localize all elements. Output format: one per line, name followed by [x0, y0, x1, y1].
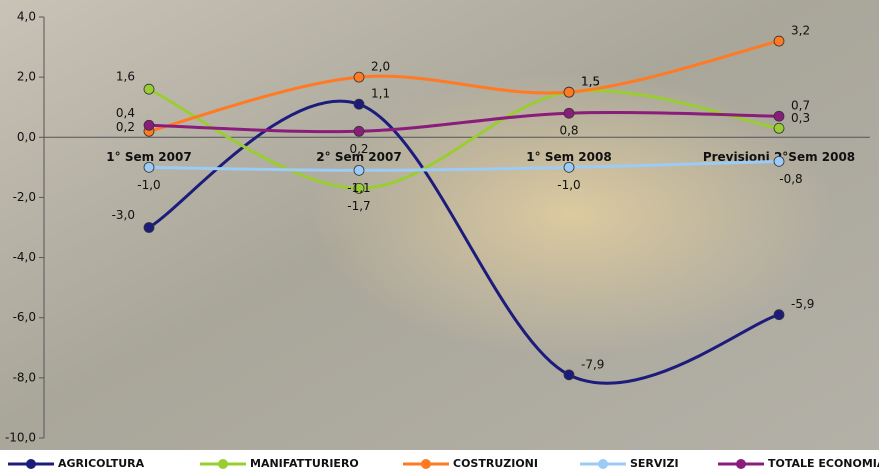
value-label: 1,5 — [581, 75, 600, 89]
marker — [143, 161, 155, 173]
marker — [353, 183, 365, 194]
marker — [143, 83, 155, 95]
value-label: 0,8 — [559, 124, 578, 138]
legend-label: COSTRUZIONI — [453, 457, 538, 470]
marker — [773, 35, 785, 47]
legend-label: MANIFATTURIERO — [250, 457, 359, 470]
legend-marker — [26, 459, 36, 469]
value-label: 0,2 — [349, 142, 368, 156]
value-label: -5,9 — [791, 297, 814, 311]
series-line — [148, 111, 780, 134]
value-label: -1,1 — [347, 181, 370, 195]
legend-marker — [421, 459, 431, 469]
legend-label: SERVIZI — [630, 457, 679, 470]
series-line — [148, 87, 780, 190]
value-label: 1,1 — [371, 87, 390, 101]
value-label: 1,5 — [581, 75, 600, 89]
value-label: -1,0 — [137, 178, 160, 192]
marker — [353, 125, 365, 137]
marker — [563, 161, 575, 173]
value-label: -1,7 — [347, 199, 370, 213]
value-label: -7,9 — [581, 357, 604, 371]
marker — [353, 71, 365, 83]
marker — [563, 369, 575, 381]
marker — [773, 110, 785, 122]
value-label: -1,0 — [557, 178, 580, 192]
series-line — [148, 99, 780, 385]
y-tick-label: -6,0 — [13, 310, 36, 324]
value-label: 2,0 — [371, 60, 390, 74]
marker — [143, 119, 155, 131]
value-label: 0,4 — [116, 106, 135, 120]
y-tick-label: -8,0 — [13, 370, 36, 384]
y-tick-label: 2,0 — [17, 70, 36, 84]
value-label: 3,2 — [791, 24, 810, 38]
value-label: -3,0 — [112, 208, 135, 222]
y-tick-label: 4,0 — [17, 10, 36, 24]
value-label: 1,6 — [116, 70, 135, 84]
value-label: 0,2 — [116, 120, 135, 134]
marker — [773, 155, 785, 167]
value-label: 0,3 — [791, 111, 810, 125]
marker — [353, 98, 365, 110]
y-tick-label: -2,0 — [13, 190, 36, 204]
marker — [353, 164, 365, 176]
legend-marker — [218, 459, 228, 469]
x-tick-label: 1° Sem 2007 — [106, 150, 191, 164]
legend-marker — [598, 459, 608, 469]
series-line — [148, 159, 780, 172]
marker — [773, 309, 785, 321]
marker — [563, 86, 575, 98]
legend-label: TOTALE ECONOMIA — [768, 457, 879, 470]
x-tick-label: 1° Sem 2008 — [526, 150, 611, 164]
series-line — [148, 39, 780, 133]
value-label: 0,7 — [791, 99, 810, 113]
marker — [563, 107, 575, 119]
value-label: -0,8 — [779, 172, 802, 186]
marker — [143, 222, 155, 233]
marker — [773, 122, 785, 134]
legend-marker — [736, 459, 746, 469]
legend-label: AGRICOLTURA — [58, 457, 145, 470]
y-tick-label: -4,0 — [13, 250, 36, 264]
y-tick-label: -10,0 — [5, 431, 36, 445]
x-tick-label: 2° Sem 2007 — [316, 150, 401, 164]
y-tick-label: 0,0 — [17, 130, 36, 144]
